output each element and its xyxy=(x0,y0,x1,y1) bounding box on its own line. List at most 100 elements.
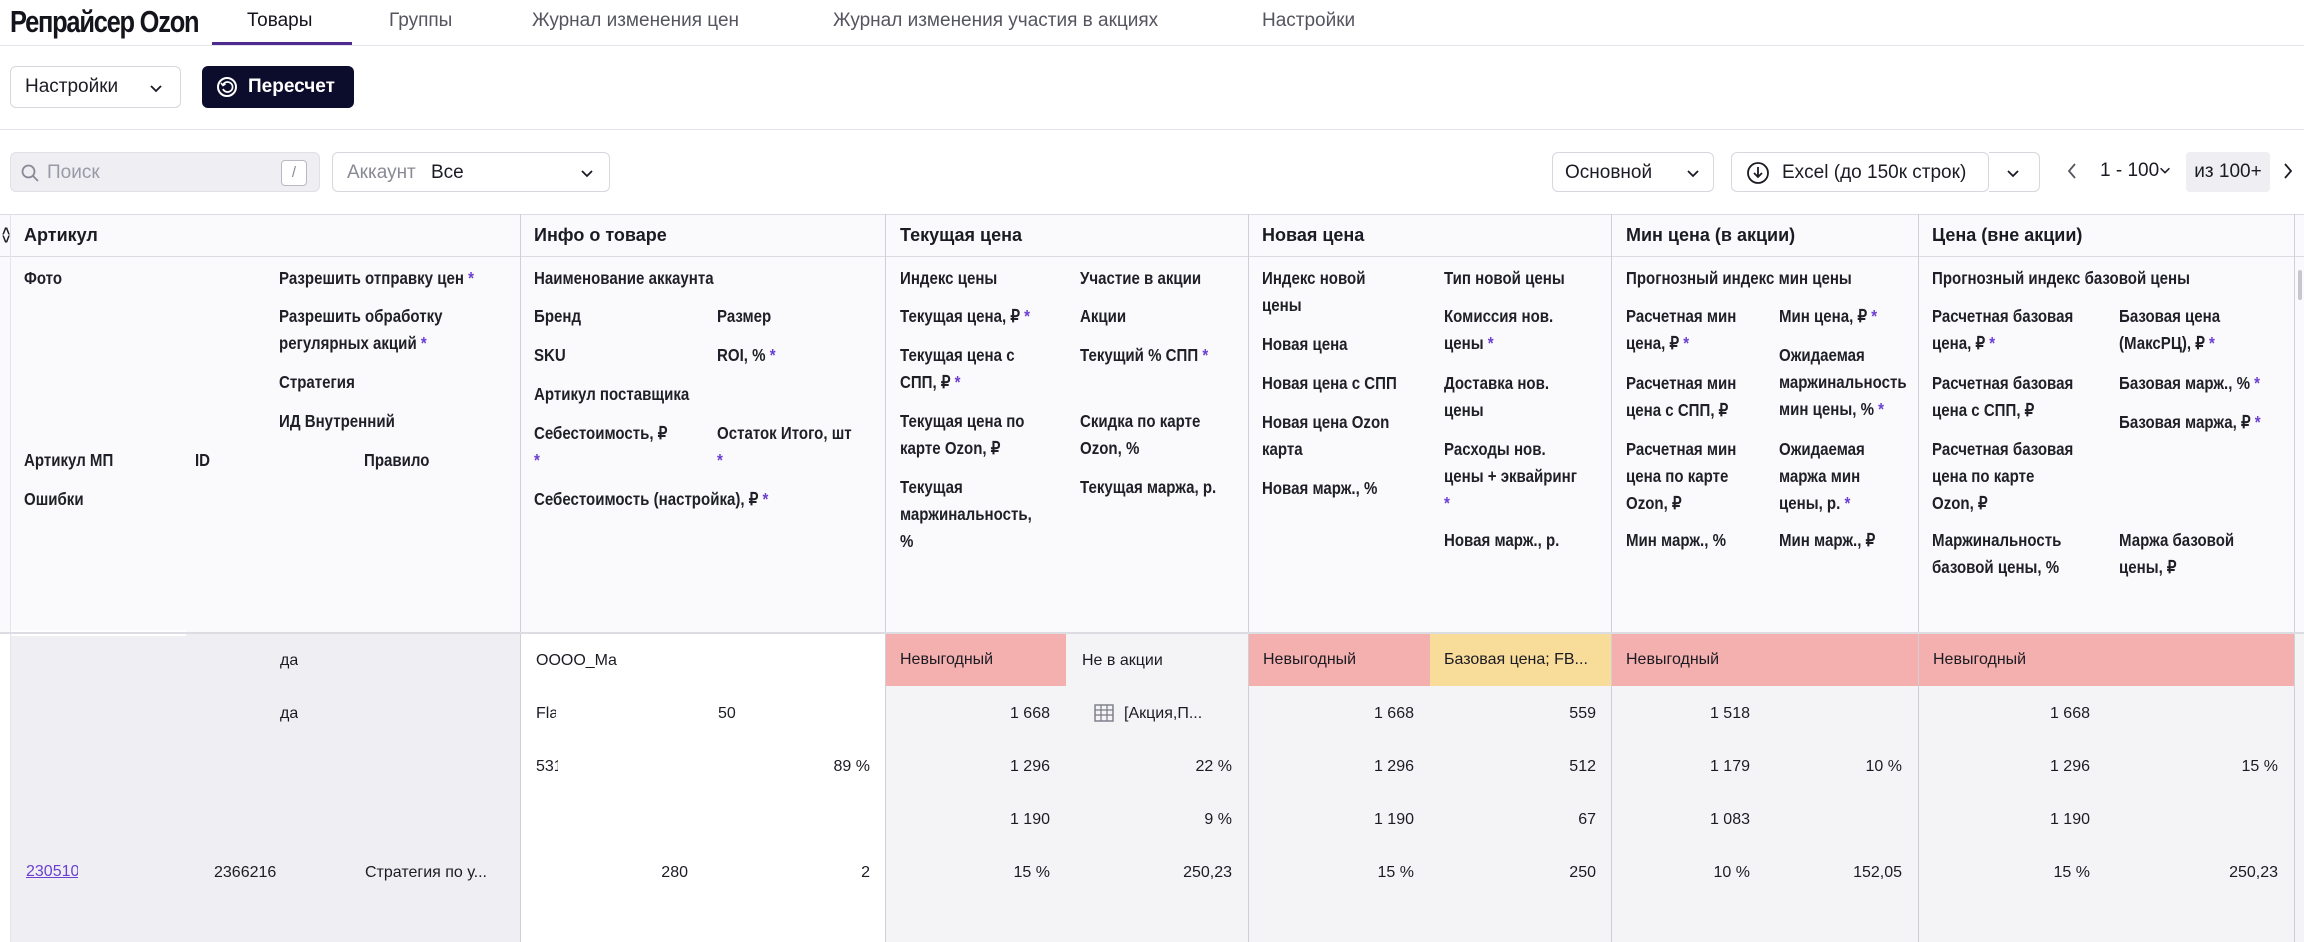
header-new-price[interactable]: Новая цена xyxy=(1262,334,1348,354)
header-current-margin-pct[interactable]: Текущая маржинальность, % xyxy=(900,477,1032,551)
cell-current-price-card: 1 190 xyxy=(1009,811,1050,828)
header-calc-min-price-card[interactable]: Расчетная мин цена по карте Ozon, ₽ xyxy=(1626,439,1737,513)
header-stock[interactable]: Остаток Итого, шт * xyxy=(717,423,852,470)
view-select[interactable]: Основной xyxy=(1552,152,1714,192)
header-expected-margin-pct[interactable]: Ожидаемая маржинальность мин цены, % * xyxy=(1779,345,1907,419)
tab-price-log[interactable]: Журнал изменения цен xyxy=(532,10,740,31)
header-id[interactable]: ID xyxy=(195,450,211,470)
header-supplier-artikul[interactable]: Артикул поставщика xyxy=(534,384,690,404)
recalculate-button[interactable]: Пересчет xyxy=(202,66,354,108)
header-calc-base-price[interactable]: Расчетная базовая цена, ₽ * xyxy=(1932,306,2074,353)
header-new-index[interactable]: Индекс новой цены xyxy=(1262,268,1366,315)
header-calc-base-price-card[interactable]: Расчетная базовая цена по карте Ozon, ₽ xyxy=(1932,439,2074,513)
header-new-expenses[interactable]: Расходы нов. цены + эквайринг * xyxy=(1444,439,1578,513)
header-promo-participation[interactable]: Участие в акции xyxy=(1080,268,1202,288)
chevron-right-icon[interactable] xyxy=(2280,160,2296,187)
header-sku[interactable]: SKU xyxy=(534,345,566,365)
header-size[interactable]: Размер xyxy=(717,306,772,326)
pagination-range[interactable]: 1 - 100 xyxy=(2100,160,2160,181)
vertical-scrollbar[interactable] xyxy=(2298,270,2302,300)
header-artikul-mp[interactable]: Артикул МП xyxy=(24,450,114,470)
header-internal-id[interactable]: ИД Внутренний xyxy=(279,411,395,431)
table-grid-icon[interactable] xyxy=(1094,703,1114,728)
search-input[interactable]: Поиск / xyxy=(10,152,320,192)
cell-promos[interactable]: [Акция,П... xyxy=(1124,705,1203,722)
app-title: Репрайсер Ozon xyxy=(10,4,200,39)
header-errors[interactable]: Ошибки xyxy=(24,489,84,509)
header-new-price-spp[interactable]: Новая цена с СПП xyxy=(1262,373,1397,393)
header-base-maxrrc[interactable]: Базовая цена (МаксРЦ), ₽ * xyxy=(2119,306,2221,353)
header-current-spp-pct[interactable]: Текущий % СПП * xyxy=(1080,345,1209,365)
chevron-left-icon[interactable] xyxy=(2064,160,2080,187)
header-min-price[interactable]: Мин цена, ₽ * xyxy=(1779,306,1878,326)
header-base-margin-rub[interactable]: Базовая маржа, ₽ * xyxy=(2119,412,2261,432)
header-allow-send[interactable]: Разрешить отправку цен * xyxy=(279,268,474,288)
group-artikul: Артикул xyxy=(24,225,98,245)
header-current-price[interactable]: Текущая цена, ₽ * xyxy=(900,306,1031,326)
header-rule[interactable]: Правило xyxy=(364,450,430,470)
view-value: Основной xyxy=(1565,162,1653,183)
cell-current-price: 1 668 xyxy=(1009,705,1050,722)
account-label: Аккаунт xyxy=(347,162,416,183)
active-tab-indicator xyxy=(212,42,352,45)
header-new-type[interactable]: Тип новой цены xyxy=(1444,268,1565,288)
header-base-marginality[interactable]: Маржинальность базовой цены, % xyxy=(1932,530,2062,577)
header-new-margin-rub[interactable]: Новая марж., р. xyxy=(1444,530,1560,550)
header-calc-min-price[interactable]: Расчетная мин цена, ₽ * xyxy=(1626,306,1737,353)
header-min-forecast-index[interactable]: Прогнозный индекс мин цены xyxy=(1626,268,1852,288)
header-current-price-card[interactable]: Текущая цена по карте Ozon, ₽ xyxy=(900,411,1025,458)
column-separator xyxy=(10,214,11,942)
header-min-margin-pct[interactable]: Мин марж., % xyxy=(1626,530,1726,550)
header-current-margin-rub[interactable]: Текущая маржа, р. xyxy=(1080,477,1217,497)
settings-dropdown-button[interactable]: Настройки xyxy=(10,66,181,108)
chevron-down-icon[interactable] xyxy=(2158,163,2172,182)
header-calc-base-price-spp[interactable]: Расчетная базовая цена с СПП, ₽ xyxy=(1932,373,2074,420)
cell-artikul-mp-link[interactable]: 230510 xyxy=(26,863,78,880)
header-base-margin-pct[interactable]: Базовая марж., % * xyxy=(2119,373,2261,393)
cell-rule[interactable]: Стратегия по у... xyxy=(365,864,487,881)
header-roi[interactable]: ROI, % * xyxy=(717,345,776,365)
header-cost-setting[interactable]: Себестоимость (настройка), ₽ * xyxy=(534,489,769,509)
group-min-price: Мин цена (в акции) xyxy=(1626,225,1796,245)
header-new-delivery[interactable]: Доставка нов. цены xyxy=(1444,373,1550,420)
header-card-discount[interactable]: Скидка по карте Ozon, % xyxy=(1080,411,1201,458)
header-photo[interactable]: Фото xyxy=(24,268,63,288)
header-expected-margin-rub[interactable]: Ожидаемая маржа мин цены, р. * xyxy=(1779,439,1865,513)
header-current-price-spp[interactable]: Текущая цена с СПП, ₽ * xyxy=(900,345,1015,392)
tab-settings[interactable]: Настройки xyxy=(1262,10,1356,31)
group-product-info: Инфо о товаре xyxy=(534,225,667,245)
header-base-margin[interactable]: Маржа базовой цены, ₽ xyxy=(2119,530,2235,577)
cell-allow-regular[interactable]: да xyxy=(280,705,299,722)
header-base-forecast-index[interactable]: Прогнозный индекс базовой цены xyxy=(1932,268,2190,288)
chevron-down-icon xyxy=(148,80,164,102)
cell-new-commission: 559 xyxy=(1569,705,1596,722)
cell-price-index-badge: Невыгодный xyxy=(886,634,1066,686)
header-new-price-card[interactable]: Новая цена Ozon карта xyxy=(1262,412,1390,459)
row-artikul-bg xyxy=(10,634,520,942)
account-value: Все xyxy=(431,162,464,183)
header-price-index[interactable]: Индекс цены xyxy=(900,268,998,288)
cell-allow-send[interactable]: да xyxy=(280,652,299,669)
header-allow-regular[interactable]: Разрешить обработку регулярных акций * xyxy=(279,306,443,353)
column-separator xyxy=(1611,214,1612,942)
cell-min-index-badge: Невыгодный xyxy=(1612,634,1918,686)
header-brand[interactable]: Бренд xyxy=(534,306,582,326)
excel-export-button[interactable]: Excel (до 150к строк) xyxy=(1731,152,1989,192)
tab-products[interactable]: Товары xyxy=(247,10,313,31)
cell-brand: Fla xyxy=(536,705,556,722)
cell-calc-base-price-spp: 1 296 xyxy=(2049,758,2090,775)
account-select[interactable]: Аккаунт Все xyxy=(332,152,610,192)
header-account-name[interactable]: Наименование аккаунта xyxy=(534,268,714,288)
header-calc-min-price-spp[interactable]: Расчетная мин цена с СПП, ₽ xyxy=(1626,373,1737,420)
header-min-margin-rub[interactable]: Мин марж., ₽ xyxy=(1779,530,1876,550)
header-strategy[interactable]: Стратегия xyxy=(279,372,355,392)
tab-groups[interactable]: Группы xyxy=(389,10,453,31)
tab-promo-log[interactable]: Журнал изменения участия в акциях xyxy=(833,10,1159,31)
excel-options-dropdown[interactable] xyxy=(1989,152,2040,192)
column-separator xyxy=(1918,214,1919,942)
header-new-commission[interactable]: Комиссия нов. цены * xyxy=(1444,306,1554,353)
header-new-margin-pct[interactable]: Новая марж., % xyxy=(1262,478,1378,498)
header-cost[interactable]: Себестоимость, ₽ * xyxy=(534,423,668,470)
header-promos[interactable]: Акции xyxy=(1080,306,1127,326)
collapse-icon[interactable]: ˄ ˅ xyxy=(2,223,11,247)
